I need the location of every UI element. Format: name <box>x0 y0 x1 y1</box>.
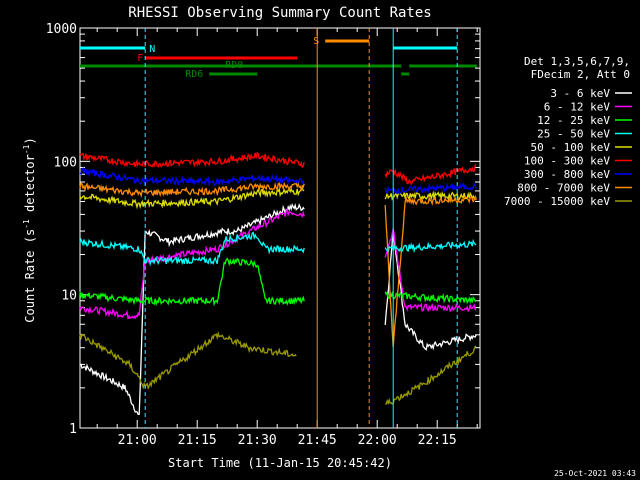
legend-label: 800 - 7000 keV <box>517 182 610 195</box>
series-line-25-50keV <box>384 238 477 254</box>
legend-label: 25 - 50 keV <box>537 128 610 141</box>
x-tick-label: 22:15 <box>418 433 457 448</box>
x-tick-label: 21:45 <box>298 433 337 448</box>
series-line-800-7000keV <box>384 194 477 347</box>
y-axis-label: Count Rate (s-1 detector-1) <box>22 137 37 322</box>
y-tick-label: 100 <box>54 155 77 170</box>
series-line-100-300keV <box>79 151 305 169</box>
legend-label: 3 - 6 keV <box>550 87 610 100</box>
legend-label: 6 - 12 keV <box>544 101 611 114</box>
series-line-300-800keV <box>384 181 477 195</box>
y-tick-label: 1 <box>69 422 77 437</box>
series-line-7000-15000keV <box>385 345 477 406</box>
x-tick-label: 22:00 <box>358 433 397 448</box>
series-line-3-6keV <box>79 203 305 416</box>
x-tick-label: 21:30 <box>238 433 277 448</box>
x-tick-label: 21:00 <box>118 433 157 448</box>
flag-label-RD0: RD0 <box>225 60 243 71</box>
timestamp: 25-Oct-2021 03:43 <box>554 469 636 478</box>
legend-label: 7000 - 15000 keV <box>504 195 610 208</box>
series-line-12-25keV <box>384 290 477 305</box>
legend-header-2: FDecim 2, Att 0 <box>531 68 630 81</box>
series-line-6-12keV <box>384 228 477 313</box>
series-line-800-7000keV <box>79 181 305 198</box>
flag-label-F: F <box>137 53 143 64</box>
series-line-50-100keV <box>79 187 305 210</box>
flag-label-RD6: RD6 <box>185 69 203 80</box>
series-line-3-6keV <box>384 228 477 351</box>
series-line-300-800keV <box>79 167 305 187</box>
flag-label-S: S <box>313 36 319 47</box>
series-line-6-12keV <box>79 207 305 320</box>
chart-title: RHESSI Observing Summary Count Rates <box>128 5 431 21</box>
flag-label-N: N <box>149 44 155 55</box>
x-axis-label: Start Time (11-Jan-15 20:45:42) <box>168 456 392 470</box>
series-line-100-300keV <box>384 163 477 186</box>
series-line-25-50keV <box>79 231 305 267</box>
legend-label: 50 - 100 keV <box>531 141 611 154</box>
legend-header-1: Det 1,3,5,6,7,9, <box>524 55 630 68</box>
legend-label: 12 - 25 keV <box>537 114 610 127</box>
y-tick-label: 10 <box>61 289 77 304</box>
plot-frame <box>79 27 481 429</box>
series-line-12-25keV <box>79 257 305 307</box>
legend-label: 100 - 300 keV <box>524 155 610 168</box>
legend-label: 300 - 800 keV <box>524 168 610 181</box>
y-tick-label: 1000 <box>46 22 77 37</box>
series-line-7000-15000keV <box>79 330 297 391</box>
x-tick-label: 21:15 <box>178 433 217 448</box>
